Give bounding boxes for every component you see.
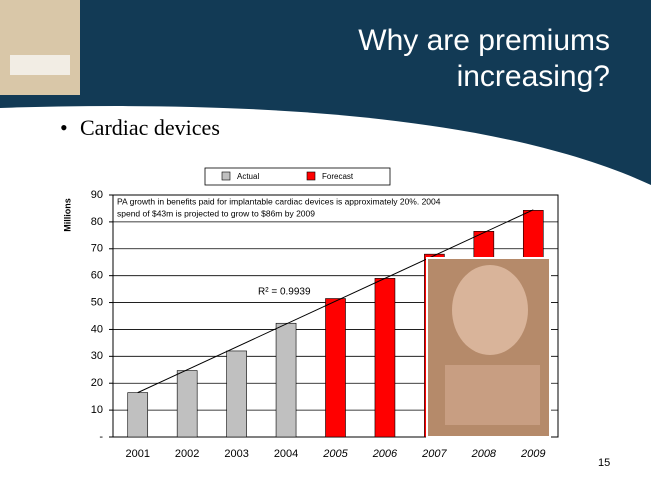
y-tick-label: 30 xyxy=(91,350,103,362)
photo-face xyxy=(452,265,528,355)
thumbnail xyxy=(0,0,80,95)
x-tick-label: 2004 xyxy=(274,448,298,460)
bullet-dot: • xyxy=(60,115,68,140)
bar xyxy=(275,322,297,438)
title: increasing? xyxy=(457,60,610,93)
x-tick-label: 2008 xyxy=(471,448,497,460)
bar xyxy=(127,392,149,438)
bar xyxy=(176,370,198,438)
bullet: Cardiac devices xyxy=(80,115,220,140)
y-tick-label: 50 xyxy=(91,296,103,308)
y-tick-label: 20 xyxy=(91,377,103,389)
y-tick-label: 80 xyxy=(91,216,103,228)
title: Why are premiums xyxy=(358,24,610,57)
y-tick-label: 10 xyxy=(91,404,103,416)
bar xyxy=(325,298,346,438)
annotation: PA growth in benefits paid for implantab… xyxy=(117,196,441,206)
x-tick-label: 2002 xyxy=(175,448,199,460)
legend-swatch xyxy=(306,171,316,181)
legend-label: Forecast xyxy=(322,172,354,181)
y-tick-label: - xyxy=(99,431,103,443)
x-tick-label: 2005 xyxy=(322,448,348,460)
bar xyxy=(226,350,247,438)
annotation: spend of $43m is projected to grow to $8… xyxy=(117,208,315,218)
y-tick-label: 90 xyxy=(91,189,103,201)
x-tick-label: 2007 xyxy=(421,448,447,460)
x-tick-label: 2003 xyxy=(224,448,248,460)
trendline-label: R² = 0.9939 xyxy=(258,287,311,298)
x-tick-label: 2006 xyxy=(372,448,398,460)
legend-label: Actual xyxy=(237,172,259,181)
y-tick-label: 40 xyxy=(91,323,103,335)
y-tick-label: 70 xyxy=(91,243,103,255)
y-tick-label: 60 xyxy=(91,270,103,282)
thumbnail-card xyxy=(10,55,70,75)
trendline xyxy=(137,209,534,394)
photo-hands xyxy=(445,365,540,425)
legend-box xyxy=(204,167,391,186)
bar xyxy=(374,278,396,438)
legend-swatch xyxy=(221,171,231,181)
x-tick-label: 2009 xyxy=(520,448,545,460)
x-tick-label: 2001 xyxy=(125,448,149,460)
page-number: 15 xyxy=(598,457,610,469)
y-axis-label: Millions xyxy=(62,198,72,232)
chart: - 10 20 30 40 50 60 70 80 90 Millions 2001 2002 2003 2… xyxy=(62,167,559,460)
